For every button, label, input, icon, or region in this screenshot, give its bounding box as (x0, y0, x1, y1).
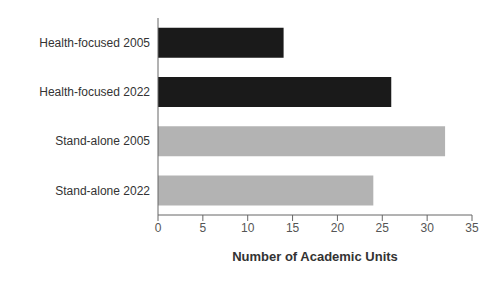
svg-text:15: 15 (286, 221, 300, 235)
svg-text:Stand-alone 2022: Stand-alone 2022 (55, 184, 150, 198)
svg-text:25: 25 (376, 221, 390, 235)
svg-text:10: 10 (241, 221, 255, 235)
svg-text:Health-focused 2005: Health-focused 2005 (39, 36, 150, 50)
svg-text:30: 30 (420, 221, 434, 235)
svg-text:20: 20 (331, 221, 345, 235)
svg-text:35: 35 (465, 221, 479, 235)
svg-text:Stand-alone 2005: Stand-alone 2005 (55, 134, 150, 148)
svg-text:5: 5 (200, 221, 207, 235)
svg-text:Number of Academic Units: Number of Academic Units (232, 249, 398, 264)
svg-text:Health-focused 2022: Health-focused 2022 (39, 85, 150, 99)
svg-text:0: 0 (155, 221, 162, 235)
